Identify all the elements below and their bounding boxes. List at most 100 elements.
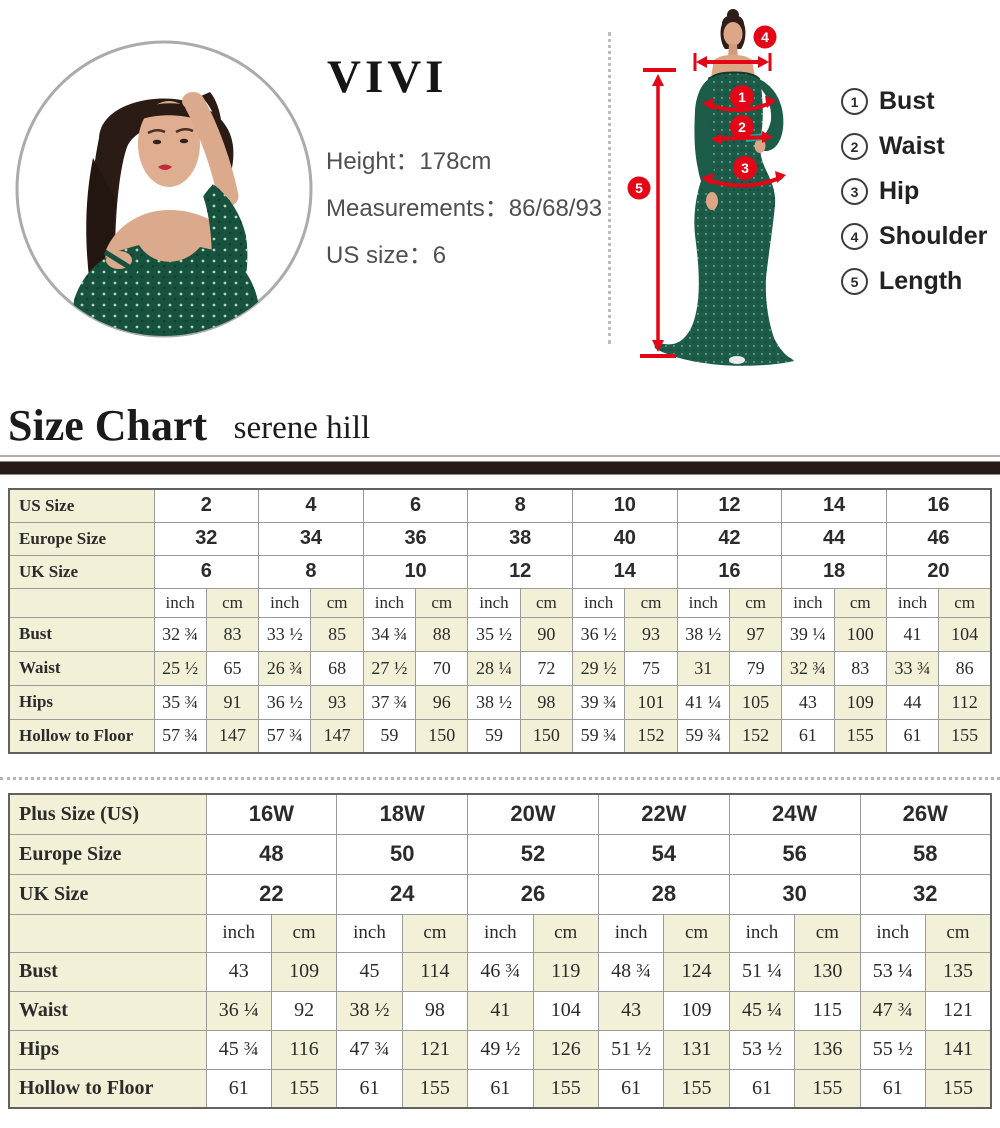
measure-cell-cm: 131 (663, 1029, 730, 1070)
measure-cell-cm: 65 (205, 650, 260, 686)
size-cell: 10 (572, 488, 678, 523)
measure-cell-inch: 45 ¼ (728, 990, 796, 1031)
size-cell: 6 (153, 554, 260, 589)
circled-2-icon: 2 (841, 133, 868, 160)
brand-subtitle: serene hill (233, 410, 371, 446)
measurement-diagram: 5 4 1 2 (608, 0, 848, 385)
measure-cell-inch: 27 ½ (362, 650, 417, 686)
marker-1: 1 (738, 89, 746, 105)
measure-cell-inch: 43 (205, 951, 272, 992)
measure-cell-inch: 61 (336, 1068, 403, 1109)
measure-cell-cm: 97 (728, 616, 783, 652)
measure-cell-inch: 41 (885, 616, 940, 652)
measure-cell-cm: 155 (532, 1068, 599, 1109)
size-cell: 48 (205, 833, 338, 875)
size-cell: 4 (258, 488, 364, 523)
row-label: UK Size (8, 554, 155, 589)
measure-cell-inch: 33 ½ (258, 616, 312, 652)
model-us-size: US size：6 (326, 242, 447, 269)
size-cell: 16W (205, 793, 338, 835)
unit-header-cell: cm (519, 587, 574, 618)
measure-cell-inch: 35 ¾ (153, 684, 207, 720)
table-row: inch cm inch cm inch cm inch cm inch cm inch cm (8, 913, 992, 953)
heading-rule-thin (0, 455, 1000, 457)
measure-cell-inch: 35 ½ (467, 616, 521, 652)
unit-header-cell: inch (781, 587, 835, 618)
measure-cell-inch: 32 ¾ (153, 616, 207, 652)
measure-cell-inch: 61 (781, 718, 835, 754)
measure-cell-inch: 59 ¾ (571, 718, 626, 754)
dress-figure-illustration: 5 4 1 2 (627, 9, 794, 366)
size-cell: 12 (676, 488, 783, 523)
model-info-section: VIVI Height：178cm Measurements：86/68/93 … (0, 0, 1000, 400)
measure-cell-inch: 39 ¾ (571, 684, 626, 720)
dotted-divider-vertical (608, 32, 611, 344)
measure-cell-inch: 51 ¼ (728, 951, 796, 992)
unit-header-cell: cm (728, 587, 783, 618)
table-row: Waist 36 ¼ 92 38 ½ 98 41 104 43 109 45 ¼ 115 47 ¾ 12… (8, 990, 992, 1031)
measure-cell-cm: 92 (270, 990, 338, 1031)
size-cell: 40 (572, 521, 678, 556)
table-row: Europe Size 32 34 36 38 40 42 44 46 (8, 521, 992, 556)
legend-item-hip: 3 Hip (841, 177, 987, 205)
row-label: Europe Size (8, 521, 155, 556)
measure-cell-cm: 155 (924, 1068, 992, 1109)
measure-cell-inch: 32 ¾ (781, 650, 835, 686)
size-cell: 18W (336, 793, 469, 835)
unit-header-cell: inch (885, 587, 940, 618)
marker-3: 3 (741, 160, 749, 176)
size-cell: 6 (362, 488, 469, 523)
measure-cell-cm: 70 (415, 650, 469, 686)
circled-3-icon: 3 (841, 178, 868, 205)
measure-cell-cm: 119 (532, 951, 599, 992)
measure-cell-cm: 136 (794, 1029, 861, 1070)
unit-header-cell: cm (924, 913, 992, 953)
measure-cell-cm: 141 (924, 1029, 992, 1070)
size-cell: 12 (467, 554, 573, 589)
measure-cell-inch: 26 ¾ (258, 650, 312, 686)
page-title: Size Chart (8, 401, 208, 450)
size-cell: 22W (597, 793, 730, 835)
row-label: UK Size (8, 873, 207, 915)
measure-cell-cm: 72 (519, 650, 574, 686)
circled-4-icon: 4 (841, 223, 868, 250)
row-label: Europe Size (8, 833, 207, 875)
measurement-overlay: 5 4 1 2 (627, 25, 786, 358)
size-cell: 36 (362, 521, 469, 556)
size-cell: 32 (153, 521, 260, 556)
size-cell: 56 (728, 833, 861, 875)
table-row: inch cm inch cm inch cm inch cm inch cm inch cm inch… (8, 587, 992, 618)
measure-cell-inch: 38 ½ (467, 684, 521, 720)
measure-cell-cm: 155 (401, 1068, 469, 1109)
plus-size-table-container: Plus Size (US) 16W 18W 20W 22W 24W 26W Europe S… (0, 793, 1000, 1109)
unit-header-cell: inch (362, 587, 417, 618)
measure-cell-inch: 36 ¼ (205, 990, 272, 1031)
marker-5: 5 (635, 180, 643, 196)
row-label: Hips (8, 684, 155, 720)
measure-cell-inch: 25 ½ (153, 650, 207, 686)
measure-cell-cm: 75 (624, 650, 678, 686)
unit-header-cell: cm (401, 913, 469, 953)
size-cell: 8 (467, 488, 573, 523)
unit-header-cell: cm (532, 913, 599, 953)
unit-header-cell: inch (258, 587, 312, 618)
table-row: Bust 32 ¾ 83 33 ½ 85 34 ¾ 88 35 ½ 90 36 ½ 93 38 ½ 97… (8, 616, 992, 652)
measure-cell-cm: 109 (270, 951, 338, 992)
measure-cell-cm: 96 (415, 684, 469, 720)
row-label: US Size (8, 488, 155, 523)
measure-cell-cm: 86 (938, 650, 992, 686)
size-cell: 18 (781, 554, 887, 589)
legend-item-bust: 1 Bust (841, 87, 987, 115)
unit-header-cell: inch (597, 913, 665, 953)
table-row: Plus Size (US) 16W 18W 20W 22W 24W 26W (8, 793, 992, 835)
unit-header-cell: cm (205, 587, 260, 618)
row-label: Plus Size (US) (8, 793, 207, 835)
size-cell: 10 (362, 554, 469, 589)
measure-cell-inch: 49 ½ (467, 1029, 534, 1070)
unit-header-cell: cm (938, 587, 992, 618)
measure-cell-cm: 147 (205, 718, 260, 754)
unit-header-cell: cm (794, 913, 861, 953)
measure-cell-cm: 116 (270, 1029, 338, 1070)
